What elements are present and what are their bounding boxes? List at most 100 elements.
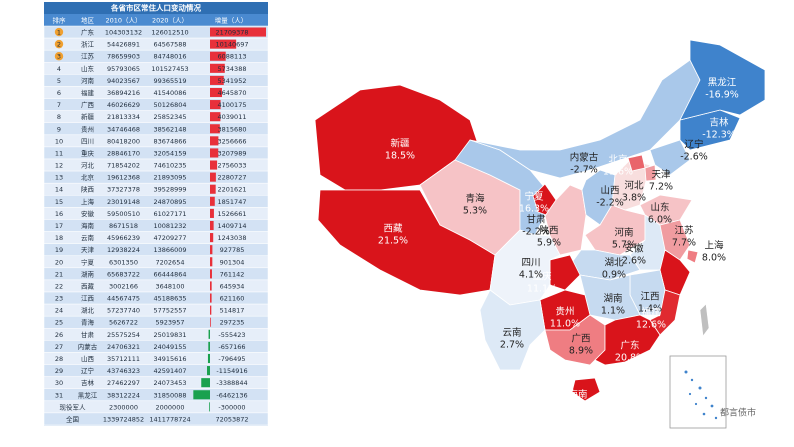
region: 广西: [81, 100, 95, 109]
change-bar: [207, 366, 210, 376]
population-2020: 24870895: [153, 198, 186, 206]
population-2020: 25019831: [153, 331, 186, 339]
population-2020: 2000000: [156, 403, 185, 411]
change: 1243038: [218, 234, 247, 242]
population-2020: 24073453: [153, 379, 186, 387]
province-name: 浙江: [688, 274, 708, 286]
column-header: 地区: [81, 16, 95, 25]
region: 湖北: [81, 306, 95, 315]
change-bar: [210, 112, 221, 122]
watermark: 都言债市: [720, 407, 756, 419]
province-change: 0.9%: [602, 270, 626, 281]
population-2020: 64567588: [153, 41, 186, 49]
rank: 24: [55, 307, 63, 315]
rank: 28: [55, 355, 63, 363]
region: 河南: [81, 76, 95, 85]
province-name: 黑龙江: [708, 77, 737, 89]
region: 江西: [81, 295, 95, 303]
province: [649, 139, 691, 176]
region: 贵州: [81, 124, 94, 133]
rank-badge: [54, 52, 64, 61]
change-bar: [210, 208, 214, 218]
rank: 4: [57, 65, 61, 73]
province-change: 16.3%: [519, 204, 549, 215]
population-2010: 43746323: [107, 367, 140, 375]
province-change: 6.0%: [648, 215, 672, 226]
rank: 8: [57, 113, 61, 121]
change: 5734388: [218, 65, 247, 73]
province-name: 宁夏: [524, 191, 544, 203]
change: 2756033: [218, 162, 247, 170]
population-2020: 57752557: [153, 307, 186, 315]
rank: 7: [57, 101, 61, 109]
population-2020: 24049155: [153, 343, 186, 351]
population-2010: 78659903: [107, 53, 140, 61]
rank: 10: [55, 137, 63, 145]
population-2010: 8671518: [109, 222, 138, 230]
province-change: 7.7%: [672, 238, 696, 249]
rank: 3: [57, 53, 61, 61]
region: 山东: [81, 64, 95, 73]
province-name: 山西: [600, 186, 619, 197]
change-bar: [210, 220, 214, 231]
province-name: 新疆: [390, 138, 410, 150]
population-2020: 3648100: [156, 282, 185, 290]
province-name: 云南: [502, 327, 521, 339]
population-2020: 21893095: [153, 174, 186, 182]
change-bar: [210, 148, 219, 158]
change: 1409714: [218, 222, 247, 230]
population-2020: 10081232: [153, 222, 186, 230]
table-title: 各省市区常住人口变动情况: [110, 3, 201, 13]
rank: 30: [55, 379, 63, 387]
rank: 5: [57, 77, 61, 85]
province-name: 海南: [568, 389, 587, 401]
change: 4100175: [218, 101, 247, 109]
province: [629, 214, 666, 271]
province-change: 1.4%: [638, 304, 662, 315]
population-2010: 94023567: [107, 77, 140, 85]
province-name: 湖南: [603, 293, 622, 305]
title-bar: [44, 2, 268, 14]
change: 514817: [220, 307, 245, 315]
change-bar: [210, 245, 213, 255]
rank: 6: [57, 89, 61, 97]
change-bar: [210, 293, 212, 303]
population-2010: 59500510: [107, 210, 140, 218]
change: 2280727: [218, 174, 247, 182]
change: 1851747: [218, 198, 247, 206]
rank: 21: [55, 270, 63, 278]
change-bar: [210, 172, 216, 182]
province-name: 山东: [650, 202, 669, 214]
province-name: 青海: [465, 193, 485, 205]
population-2010: 71854202: [107, 162, 140, 170]
province-change: 1.1%: [601, 306, 625, 317]
province-change: 11.1%: [527, 284, 557, 295]
china-map: 新疆18.5%西藏21.5%青海5.3%甘肃-2.2%内蒙古-2.7%宁夏16.…: [314, 39, 766, 429]
population-2020: 31850088: [153, 391, 186, 399]
rank: 13: [55, 174, 63, 182]
change: -796495: [218, 355, 245, 363]
province-change: 8.9%: [569, 346, 593, 357]
population-2010: 104303132: [105, 29, 142, 37]
column-header: 排序: [53, 16, 67, 25]
province-change: -12.3%: [702, 130, 736, 141]
rank: 12: [55, 162, 63, 170]
rank: 19: [55, 246, 63, 254]
province-name: 北京: [608, 154, 627, 166]
region: 甘肃: [81, 330, 95, 339]
province-change: 11.6%: [603, 167, 633, 178]
population-2010: 3002166: [109, 282, 138, 290]
region: 内蒙古: [78, 342, 98, 351]
province-name: 贵州: [555, 306, 574, 318]
population-2010: 46026629: [107, 101, 140, 109]
region: 吉林: [81, 378, 95, 387]
province-name: 四川: [521, 258, 540, 269]
change: 761142: [220, 270, 245, 278]
province-change: -2.2%: [522, 227, 550, 238]
province: [571, 377, 601, 402]
province: [686, 249, 699, 264]
change-bar: [210, 124, 220, 134]
change: -300000: [218, 403, 245, 411]
population-2010: 38312224: [107, 391, 140, 399]
